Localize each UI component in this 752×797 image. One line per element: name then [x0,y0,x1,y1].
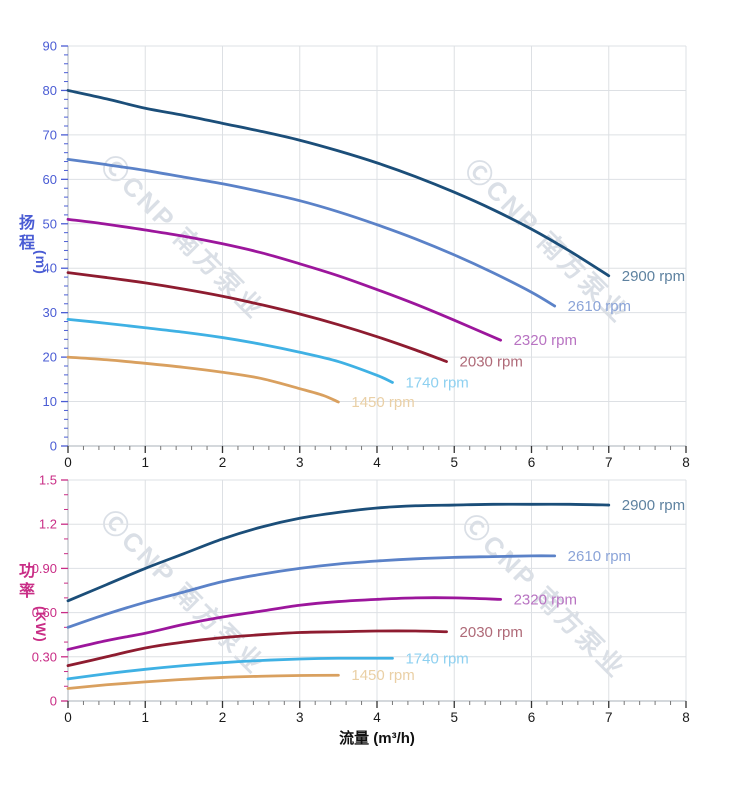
head-axis-title: 扬程 [16,214,33,254]
y-tick-label: 40 [43,261,57,276]
head-axis-unit: (m) [33,250,49,275]
x-tick-label: 5 [450,455,458,470]
head-vs-flow-chart: 0 10 20 30 40 50 60 70 80 90 0 1 2 3 4 5 6 7 8 2900 rpm 2610… [43,39,690,471]
y-tick-label: 0 [50,694,57,709]
x-tick-label: 0 [64,455,72,470]
x-tick-label: 8 [682,455,690,470]
series-label-2900-rpm: 2900 rpm [622,497,685,514]
power-axis-unit: (KW) [33,606,49,643]
y-tick-label: 10 [43,394,57,409]
y-tick-label: 0.90 [32,561,57,576]
y-tick-label: 20 [43,350,57,365]
curve-2900-rpm [66,89,611,278]
curve-2030-rpm [66,271,448,363]
curve-2610-rpm [66,554,557,629]
curve-2320-rpm [66,217,502,342]
curve-2900-rpm [66,502,611,603]
x-tick-label: 0 [64,710,72,725]
y-tick-label: 60 [43,172,57,187]
x-tick-label: 8 [682,710,690,725]
y-tick-label: 0 [50,439,57,454]
curve-2030-rpm [66,629,448,668]
y-tick-label: 30 [43,305,57,320]
series-label-1740-rpm: 1740 rpm [405,374,468,391]
y-tick-label: 80 [43,83,57,98]
series-label-2610-rpm: 2610 rpm [568,548,631,565]
series-label-2610-rpm: 2610 rpm [568,298,631,315]
power-vs-flow-chart: 0 0.30 0.60 0.90 1.2 1.5 0 1 2 3 4 5 6 7 8 2900 rpm 2610… [32,473,690,726]
series-label-1450-rpm: 1450 rpm [351,667,414,684]
series-label-2320-rpm: 2320 rpm [514,332,577,349]
x-tick-label: 3 [296,710,304,725]
x-tick-label: 4 [373,455,381,470]
x-tick-label: 6 [528,710,536,725]
x-tick-label: 7 [605,455,613,470]
power-axis-title: 功率 [16,562,33,602]
y-tick-label: 90 [43,39,57,54]
curve-1740-rpm [66,656,394,681]
y-tick-label: 70 [43,127,57,142]
curve-1740-rpm [66,317,394,384]
x-tick-label: 5 [450,710,458,725]
x-tick-label: 6 [528,455,536,470]
x-tick-label: 1 [141,455,149,470]
series-label-2900-rpm: 2900 rpm [622,268,685,285]
x-tick-label: 2 [219,455,227,470]
y-tick-label: 1.5 [39,473,57,488]
curve-1450-rpm [66,355,340,404]
series-label-2320-rpm: 2320 rpm [514,591,577,608]
x-tick-label: 2 [219,710,227,725]
y-tick-label: 0.60 [32,605,57,620]
y-tick-label: 1.2 [39,517,57,532]
series-label-2030-rpm: 2030 rpm [460,624,523,641]
curve-2610-rpm [66,157,557,308]
series-label-2030-rpm: 2030 rpm [460,354,523,371]
flow-axis-title: 流量 (m³/h) [339,730,415,747]
y-tick-label: 0.30 [32,649,57,664]
curve-1450-rpm [66,673,340,690]
x-tick-label: 7 [605,710,613,725]
curve-2320-rpm [66,596,502,651]
x-tick-label: 4 [373,710,381,725]
series-label-1450-rpm: 1450 rpm [351,394,414,411]
x-tick-label: 1 [141,710,149,725]
series-label-1740-rpm: 1740 rpm [405,650,468,667]
y-tick-label: 50 [43,216,57,231]
x-tick-label: 3 [296,455,304,470]
